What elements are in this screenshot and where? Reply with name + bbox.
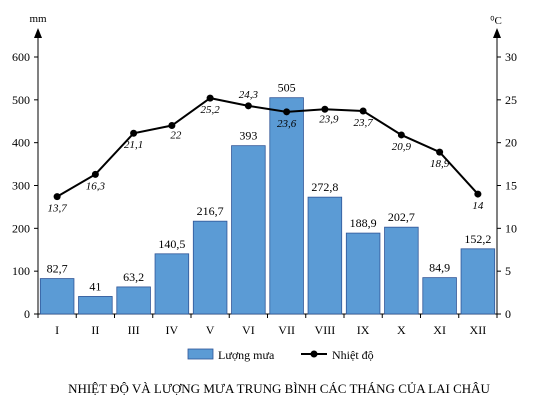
rainfall-value-label: 140,5 [158,237,185,251]
temperature-point [130,129,138,137]
temperature-point [244,102,252,110]
temperature-value-label: 18,9 [430,158,450,170]
rainfall-value-label: 188,9 [350,216,377,230]
temperature-point [474,190,482,198]
temperature-value-label: 16,3 [86,180,106,192]
left-tick-label: 500 [12,93,30,107]
x-tick-label: VII [278,323,295,337]
rainfall-value-label: 393 [239,129,257,143]
temperature-point [206,94,214,102]
left-tick-label: 0 [24,307,30,321]
rainfall-value-label: 82,7 [47,262,68,276]
temperature-point [321,105,329,113]
x-tick-label: IV [166,323,179,337]
temperature-value-label: 14 [472,200,484,212]
rainfall-bar [154,253,190,315]
right-tick-label: 30 [505,50,517,64]
legend-temperature-marker [310,350,318,358]
rainfall-value-label: 63,2 [123,270,144,284]
x-tick-label: XII [470,323,487,337]
rainfall-value-label: 272,8 [311,180,338,194]
right-tick-label: 20 [505,136,517,150]
temperature-point [397,131,405,139]
rainfall-value-label: 41 [89,279,101,293]
left-axis-arrow [34,28,42,38]
temperature-value-label: 22 [170,130,182,142]
temperature-value-label: 25,2 [201,104,221,116]
left-tick-label: 600 [12,50,30,64]
temperature-value-label: 23,6 [277,118,297,130]
left-tick-label: 300 [12,179,30,193]
rainfall-bar [116,286,151,315]
rainfall-bar [345,232,381,315]
x-tick-label: X [397,323,406,337]
chart-title: NHIỆT ĐỘ VÀ LƯỢNG MƯA TRUNG BÌNH CÁC THÁ… [68,381,490,396]
rainfall-bar [269,97,304,315]
rainfall-bar [460,248,496,315]
temperature-point [168,122,176,130]
x-tick-label: III [128,323,140,337]
right-tick-label: 0 [505,307,511,321]
x-tick-label: VI [242,323,255,337]
rainfall-value-label: 202,7 [388,210,415,224]
legend-rainfall-label: Lượng mưa [218,348,275,362]
x-tick-label: I [55,323,59,337]
legend-temperature-label: Nhiệt độ [332,348,374,362]
x-tick-label: IX [357,323,370,337]
temperature-point [283,108,291,116]
temperature-value-label: 20,9 [392,141,412,153]
rainfall-value-label: 84,9 [429,261,450,275]
rainfall-value-label: 505 [278,81,296,95]
left-tick-label: 200 [12,221,30,235]
x-tick-label: V [206,323,215,337]
right-tick-label: 5 [505,264,511,278]
rainfall-bar [422,277,457,315]
right-axis-arrow [493,28,501,38]
x-tick-label: VIII [315,323,336,337]
rainfall-bar [39,278,75,315]
temperature-value-label: 21,1 [124,139,143,151]
rainfall-bar [384,226,419,315]
rainfall-bar [307,196,343,315]
left-tick-label: 100 [12,264,30,278]
right-tick-label: 15 [505,179,517,193]
legend-rainfall-swatch [187,348,214,360]
temperature-value-label: 13,7 [48,203,68,215]
rainfall-bar [231,145,266,315]
left-tick-label: 400 [12,136,30,150]
temperature-value-label: 24,3 [239,89,259,101]
x-tick-label: XI [433,323,446,337]
right-axis-unit: ⁰C [490,15,502,27]
temperature-value-label: 23,7 [354,117,374,129]
temperature-point [91,170,99,178]
temperature-value-label: 23,9 [319,113,339,125]
temperature-point [53,193,61,201]
rainfall-value-label: 152,2 [464,232,491,246]
x-tick-label: II [91,323,99,337]
temperature-point [359,107,367,115]
rainfall-bar [192,220,228,315]
temperature-line [56,97,479,198]
left-axis-unit: mm [29,13,47,25]
temperature-point [436,148,444,156]
right-tick-label: 10 [505,221,517,235]
right-tick-label: 25 [505,93,517,107]
rainfall-value-label: 216,7 [197,204,224,218]
rainfall-bar [78,296,113,315]
